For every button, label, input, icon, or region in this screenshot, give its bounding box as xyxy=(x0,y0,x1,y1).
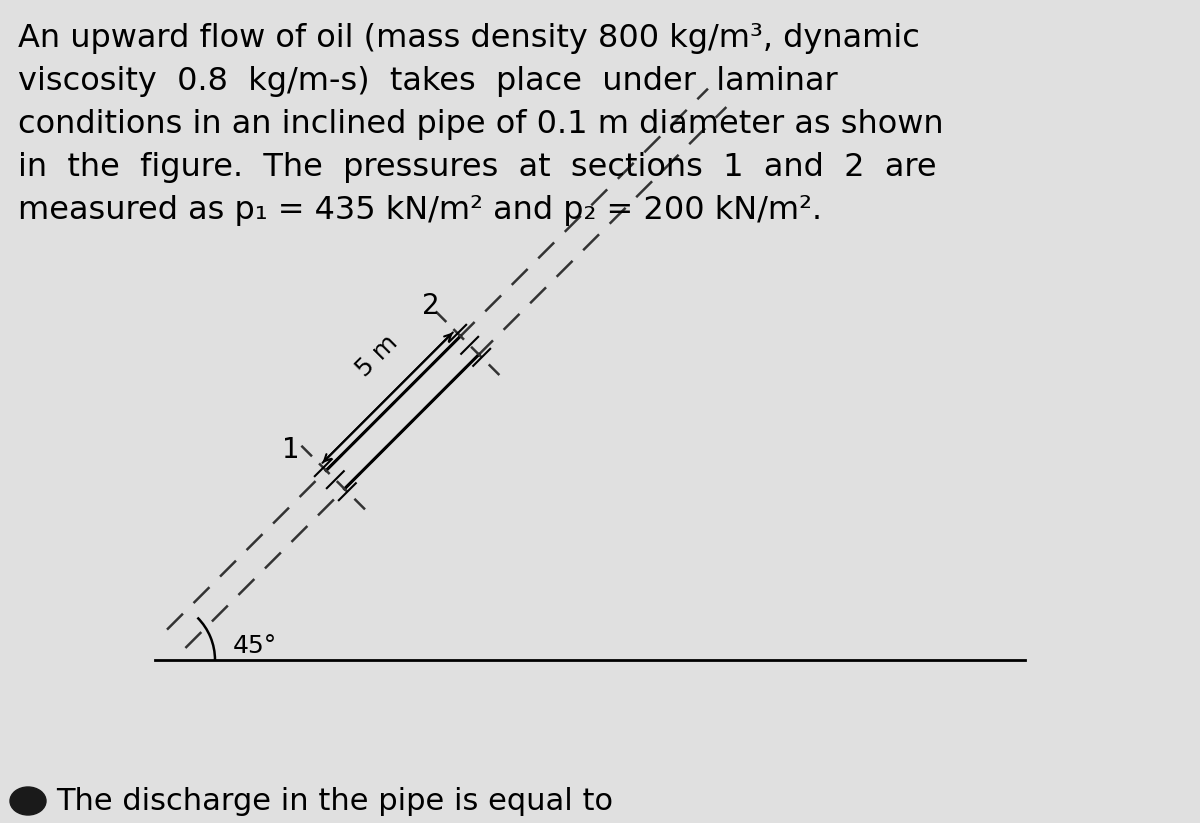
Text: 5 m: 5 m xyxy=(352,331,402,382)
Text: viscosity  0.8  kg/m-s)  takes  place  under  laminar: viscosity 0.8 kg/m-s) takes place under … xyxy=(18,66,838,97)
Text: 1: 1 xyxy=(282,436,300,464)
Text: in  the  figure.  The  pressures  at  sections  1  and  2  are: in the figure. The pressures at sections… xyxy=(18,152,937,183)
Text: conditions in an inclined pipe of 0.1 m diameter as shown: conditions in an inclined pipe of 0.1 m … xyxy=(18,109,943,140)
Text: 45°: 45° xyxy=(233,634,277,658)
Text: measured as p₁ = 435 kN/m² and p₂ = 200 kN/m².: measured as p₁ = 435 kN/m² and p₂ = 200 … xyxy=(18,195,822,226)
Text: An upward flow of oil (mass density 800 kg/m³, dynamic: An upward flow of oil (mass density 800 … xyxy=(18,23,920,54)
Text: The discharge in the pipe is equal to: The discharge in the pipe is equal to xyxy=(56,787,613,816)
Text: 2: 2 xyxy=(422,292,439,320)
Ellipse shape xyxy=(10,787,46,815)
